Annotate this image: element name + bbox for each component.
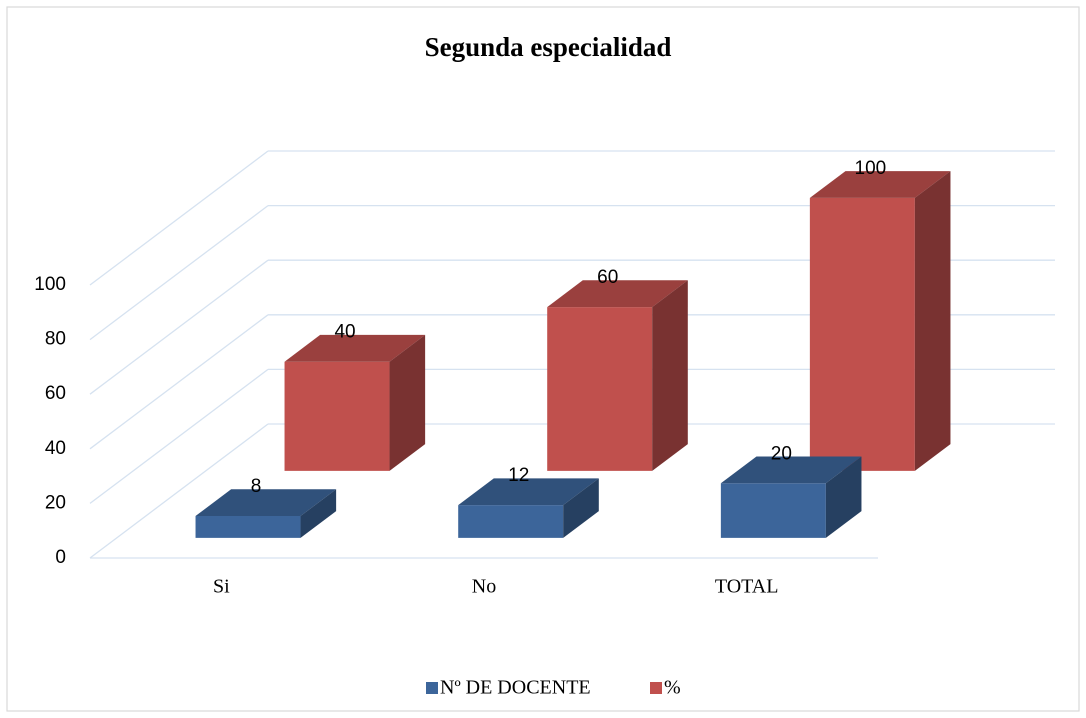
bar <box>458 478 599 538</box>
grid-line <box>89 314 269 450</box>
data-label: 20 <box>771 443 792 464</box>
grid-line <box>89 259 269 395</box>
legend-swatch <box>426 682 438 694</box>
data-label: 40 <box>334 322 355 343</box>
legend-label: Nº DE DOCENTE <box>440 677 591 699</box>
bar-side <box>300 489 337 538</box>
bar-front <box>547 307 653 471</box>
grid-line <box>89 423 269 559</box>
bar-top <box>547 280 688 308</box>
x-tick-label: No <box>472 576 496 598</box>
bar-front <box>809 197 915 471</box>
bar-top <box>809 171 951 198</box>
grid-line <box>89 205 269 341</box>
legend-swatch <box>650 682 662 694</box>
bar <box>720 456 862 538</box>
bar-front <box>458 505 564 538</box>
y-tick-label: 100 <box>34 274 66 295</box>
bar-front <box>195 516 301 538</box>
bar-top <box>195 489 337 517</box>
bar-top <box>720 456 862 484</box>
x-tick-label: TOTAL <box>715 576 779 598</box>
data-label: 60 <box>597 267 618 288</box>
bar <box>195 489 337 538</box>
data-label: 100 <box>855 158 887 179</box>
legend-label: % <box>664 677 681 699</box>
bar-side <box>389 334 426 471</box>
grid-line <box>89 150 269 286</box>
bar-side <box>825 456 862 538</box>
bar-side <box>652 280 688 471</box>
y-tick-label: 20 <box>45 492 66 513</box>
bar-side <box>563 478 599 538</box>
bar-front <box>284 361 390 471</box>
y-tick-label: 40 <box>45 438 66 459</box>
chart-title: Segunda especialidad <box>425 32 672 62</box>
bar-front <box>720 483 826 538</box>
bar-top <box>458 478 599 506</box>
bar-side <box>914 171 951 471</box>
y-tick-label: 80 <box>45 329 66 350</box>
bar <box>547 280 688 471</box>
grid-line <box>89 368 269 504</box>
bar <box>809 171 951 471</box>
data-label: 8 <box>251 476 262 497</box>
bar-top <box>284 334 426 362</box>
x-tick-label: Si <box>213 576 230 598</box>
data-label: 12 <box>508 465 529 486</box>
y-tick-label: 0 <box>55 547 66 568</box>
y-tick-label: 60 <box>45 383 66 404</box>
bar <box>284 334 426 471</box>
